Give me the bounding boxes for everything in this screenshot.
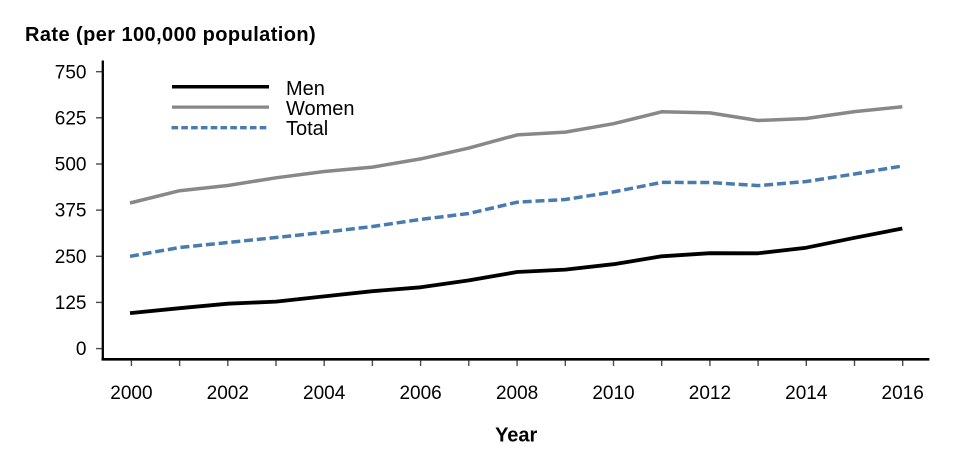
svg-text:Men: Men [286,78,325,100]
svg-text:2006: 2006 [399,383,441,404]
svg-text:625: 625 [55,108,87,129]
svg-text:Year: Year [495,425,537,447]
svg-text:2012: 2012 [689,383,731,404]
svg-text:2004: 2004 [303,383,346,404]
svg-text:250: 250 [55,247,87,268]
svg-text:0: 0 [76,339,87,360]
svg-text:Rate (per 100,000 population): Rate (per 100,000 population) [25,24,316,46]
svg-text:375: 375 [55,201,87,222]
svg-text:Women: Women [286,98,355,120]
svg-text:2002: 2002 [207,383,249,404]
svg-text:750: 750 [55,62,87,83]
svg-text:2000: 2000 [110,383,152,404]
svg-text:500: 500 [55,155,87,176]
svg-text:2008: 2008 [496,383,538,404]
svg-text:2014: 2014 [785,383,828,404]
svg-text:2016: 2016 [882,383,924,404]
svg-text:125: 125 [55,293,87,314]
svg-text:Total: Total [286,118,328,140]
svg-text:2010: 2010 [592,383,634,404]
